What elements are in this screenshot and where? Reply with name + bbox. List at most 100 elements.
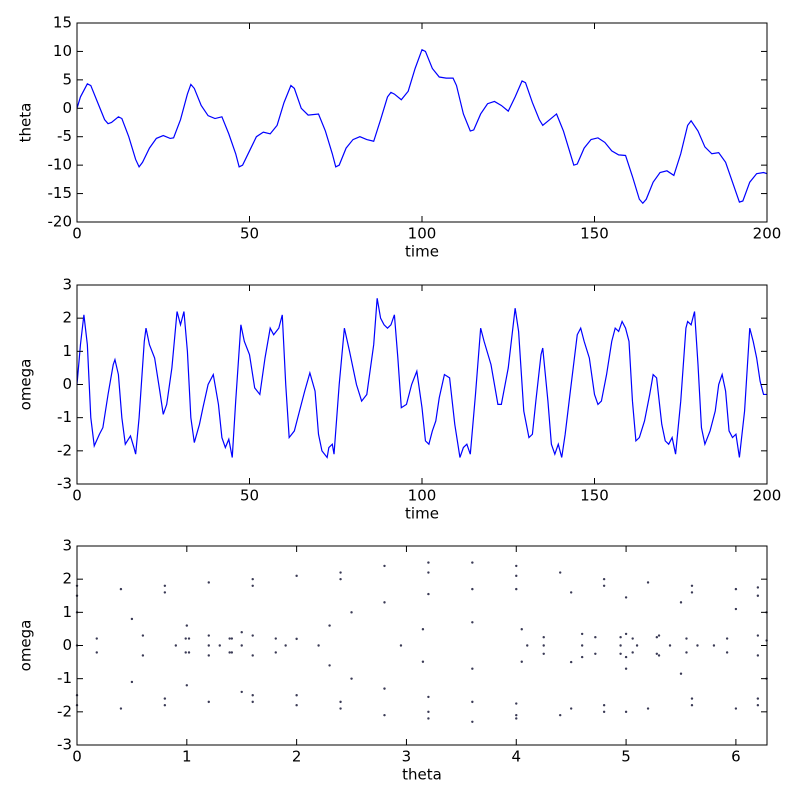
data-point bbox=[542, 652, 545, 655]
data-point bbox=[690, 584, 694, 587]
data-point bbox=[119, 587, 123, 591]
data-point bbox=[295, 704, 298, 707]
data-point bbox=[646, 707, 650, 710]
data-point bbox=[690, 704, 694, 707]
y-axis-label: omega bbox=[17, 620, 35, 672]
data-point bbox=[631, 637, 634, 640]
data-point bbox=[230, 651, 234, 654]
data-point bbox=[515, 717, 518, 720]
data-point bbox=[130, 617, 134, 621]
data-point bbox=[624, 596, 628, 599]
data-point bbox=[184, 637, 187, 640]
data-point bbox=[602, 577, 606, 581]
x-tick-label: 0 bbox=[72, 225, 82, 243]
y-tick-label: 2 bbox=[62, 309, 72, 327]
data-point bbox=[230, 637, 234, 640]
plot-area bbox=[77, 23, 767, 222]
data-point bbox=[427, 571, 430, 574]
data-point bbox=[520, 628, 523, 631]
data-point bbox=[141, 654, 145, 657]
data-point bbox=[383, 601, 386, 604]
data-point bbox=[163, 591, 167, 594]
data-point bbox=[130, 680, 134, 684]
data-point bbox=[228, 651, 231, 654]
y-axis-label: theta bbox=[17, 103, 35, 143]
data-point bbox=[251, 634, 254, 637]
data-point bbox=[602, 704, 606, 707]
x-tick-label: 150 bbox=[580, 487, 609, 505]
data-point bbox=[350, 611, 353, 614]
data-point bbox=[207, 654, 210, 657]
data-point bbox=[95, 651, 98, 654]
y-tick-label: 10 bbox=[53, 42, 72, 60]
data-point bbox=[251, 577, 254, 581]
data-point bbox=[558, 713, 562, 717]
data-point bbox=[295, 637, 298, 641]
x-tick-label: 1 bbox=[182, 748, 192, 766]
data-point bbox=[295, 574, 298, 578]
data-point bbox=[756, 594, 760, 597]
data-point bbox=[328, 624, 331, 627]
data-point bbox=[594, 652, 597, 655]
y-tick-label: 0 bbox=[62, 99, 72, 117]
data-point bbox=[185, 624, 189, 627]
y-tick-label: -2 bbox=[57, 702, 72, 720]
data-point bbox=[251, 694, 254, 697]
x-tick-label: 2 bbox=[292, 748, 302, 766]
data-point bbox=[624, 632, 628, 636]
y-tick-label: -1 bbox=[57, 408, 72, 426]
data-point bbox=[317, 644, 320, 647]
data-point bbox=[679, 601, 683, 604]
data-point bbox=[569, 660, 573, 664]
data-point bbox=[228, 637, 231, 640]
data-line bbox=[76, 298, 767, 459]
x-tick-label: 100 bbox=[408, 487, 437, 505]
data-point bbox=[274, 637, 277, 640]
data-point bbox=[580, 655, 584, 659]
data-point bbox=[471, 667, 474, 670]
x-tick-label: 50 bbox=[240, 487, 259, 505]
data-point bbox=[756, 704, 760, 707]
data-point bbox=[619, 636, 622, 639]
y-tick-label: -2 bbox=[57, 441, 72, 459]
y-tick-label: 0 bbox=[62, 636, 72, 654]
data-point bbox=[471, 561, 474, 564]
data-point bbox=[350, 677, 353, 680]
data-point bbox=[696, 644, 699, 647]
x-tick-label: 3 bbox=[402, 748, 412, 766]
data-point bbox=[427, 710, 430, 714]
data-point bbox=[471, 587, 474, 591]
data-point bbox=[515, 713, 518, 717]
data-point bbox=[383, 564, 386, 568]
y-tick-label: 1 bbox=[62, 603, 72, 621]
x-tick-label: 200 bbox=[753, 487, 782, 505]
x-axis-label: time bbox=[405, 505, 439, 523]
data-point bbox=[427, 717, 430, 720]
plot-area bbox=[77, 546, 767, 745]
data-point bbox=[646, 581, 650, 584]
data-point bbox=[427, 695, 430, 699]
data-point bbox=[174, 644, 178, 647]
data-point bbox=[734, 587, 738, 591]
y-tick-label: 5 bbox=[62, 70, 72, 88]
data-point bbox=[526, 644, 529, 647]
data-point bbox=[679, 672, 683, 675]
y-tick-label: -5 bbox=[57, 127, 72, 145]
data-point bbox=[515, 564, 518, 568]
y-tick-label: 3 bbox=[62, 537, 72, 555]
data-point bbox=[569, 707, 573, 710]
x-tick-label: 4 bbox=[511, 748, 521, 766]
data-point bbox=[734, 707, 738, 710]
data-point bbox=[251, 654, 254, 657]
data-point bbox=[427, 592, 430, 596]
plot-area bbox=[77, 285, 767, 484]
data-point bbox=[619, 652, 622, 655]
data-point bbox=[383, 713, 386, 717]
y-tick-label: -10 bbox=[48, 156, 73, 174]
data-point bbox=[207, 634, 210, 637]
data-point bbox=[685, 637, 688, 640]
data-point bbox=[339, 707, 342, 710]
data-point bbox=[756, 586, 760, 589]
data-point bbox=[734, 607, 738, 611]
